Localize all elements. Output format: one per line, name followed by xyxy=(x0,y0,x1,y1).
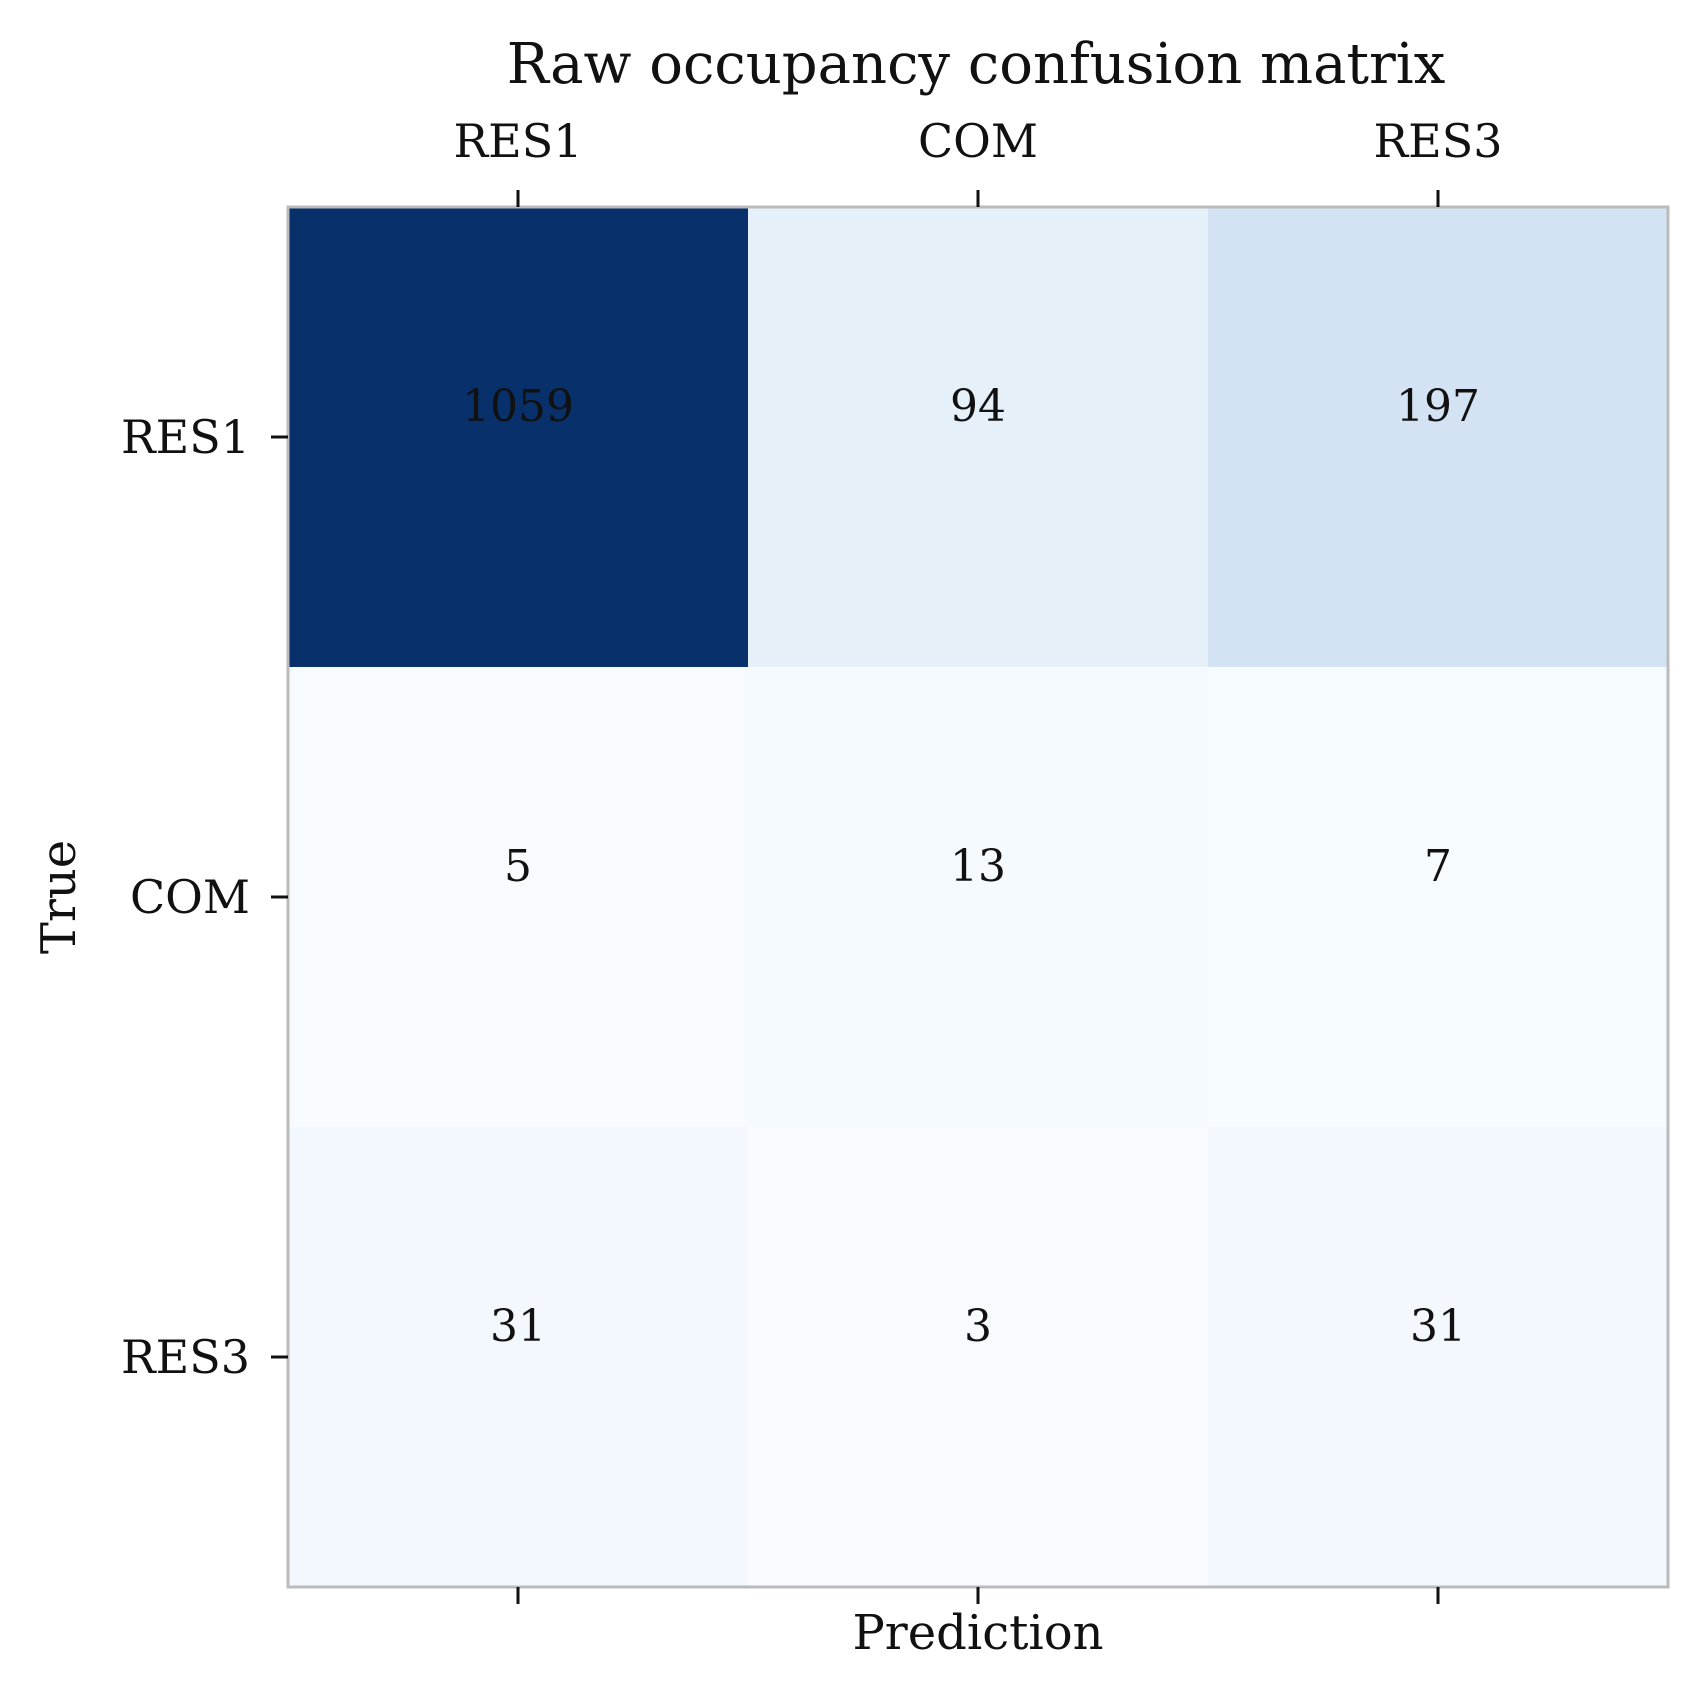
y-tick-label: RES1 xyxy=(121,410,250,464)
cell-value-label: 31 xyxy=(1410,1301,1466,1352)
cell-value-label: 1059 xyxy=(462,381,574,432)
x-tick-label: RES3 xyxy=(1374,114,1503,168)
x-tick-label: COM xyxy=(918,114,1038,168)
heatmap-cell xyxy=(1208,207,1669,668)
cell-value-label: 94 xyxy=(950,381,1006,432)
y-axis-ticks: RES1 COM RES3 xyxy=(121,410,288,1384)
heatmap-cell xyxy=(748,1127,1209,1588)
x-axis-label: Prediction xyxy=(852,1605,1103,1661)
cell-value-label: 13 xyxy=(950,841,1006,892)
heatmap-cell xyxy=(288,667,749,1128)
y-axis-label: True xyxy=(31,840,87,954)
cell-value-label: 3 xyxy=(964,1301,992,1352)
heatmap-cell xyxy=(748,667,1209,1128)
x-tick-label: RES1 xyxy=(454,114,583,168)
heatmap-cell xyxy=(1208,1127,1669,1588)
cell-value-labels: 1059 94 197 5 13 7 31 3 31 xyxy=(462,381,1480,1352)
cell-value-label: 5 xyxy=(504,841,532,892)
heatmap-cells xyxy=(288,207,1669,1588)
cell-value-label: 31 xyxy=(490,1301,546,1352)
heatmap-cell xyxy=(288,1127,749,1588)
heatmap-cell xyxy=(748,207,1209,668)
heatmap-cell xyxy=(288,207,749,668)
y-tick-label: RES3 xyxy=(121,1330,250,1384)
cell-value-label: 197 xyxy=(1396,381,1480,432)
heatmap-cell xyxy=(1208,667,1669,1128)
chart-title: Raw occupancy confusion matrix xyxy=(507,32,1446,97)
cell-value-label: 7 xyxy=(1424,841,1452,892)
x-axis-ticks: RES1 COM RES3 xyxy=(454,114,1503,1604)
y-tick-label: COM xyxy=(130,870,250,924)
